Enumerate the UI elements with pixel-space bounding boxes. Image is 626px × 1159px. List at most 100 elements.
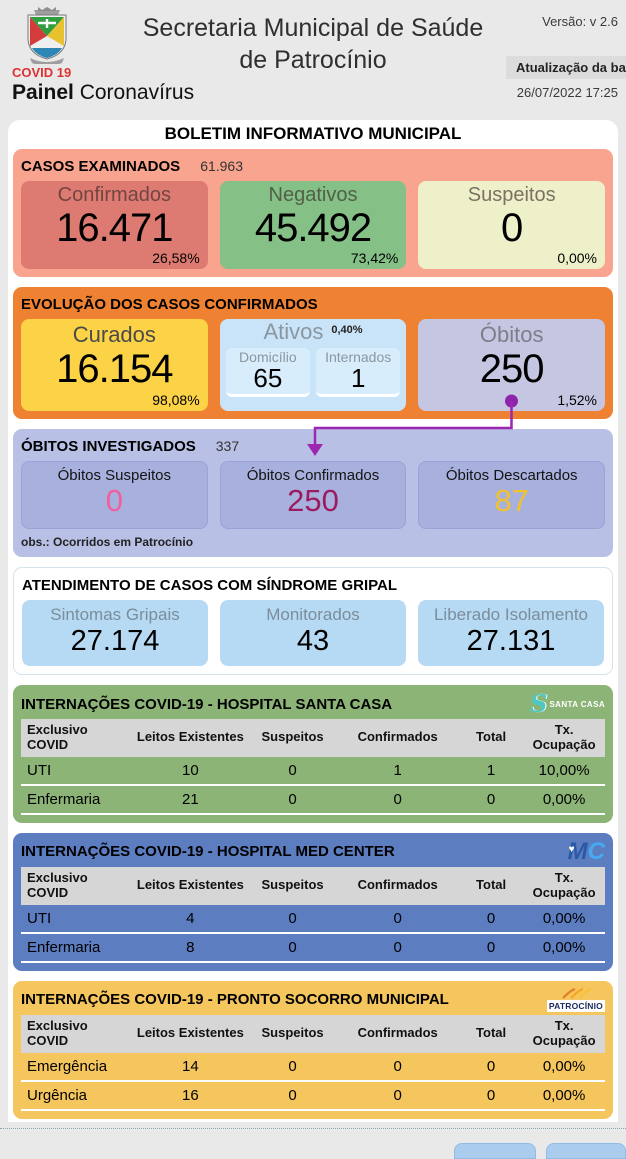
card-monitorados: Monitorados 43 [220,600,406,666]
logo-block: COVID 19 Painel Coronavírus [12,6,194,105]
card-ativos: Ativos 0,40% Domicílio 65 Internados 1 [219,319,407,411]
card-obitos-confirmados-value: 250 [287,483,339,518]
card-confirmados-value: 16.471 [56,206,173,250]
cell: 0 [288,761,297,779]
table-row: Enfermaria 21 0 0 0 0,00% [21,783,605,815]
col-leitos: Leitos Existentes [131,719,249,757]
main-panel: BOLETIM INFORMATIVO MUNICIPAL CASOS EXAM… [8,120,618,1122]
casos-total: 61.963 [200,158,244,174]
subcard-domicilio-label: Domicílio [239,349,297,365]
update-base-chip: Atualização da base [506,56,626,79]
card-obitos-descartados: Óbitos Descartados 87 [418,461,606,529]
card-negativos-pct: 73,42% [350,250,399,266]
table-row: Enfermaria 8 0 0 0 0,00% [21,931,605,963]
card-sintomas-label: Sintomas Gripais [50,605,180,624]
cell: 1 [393,761,402,779]
cell: 0 [248,931,337,963]
card-obitos-pct: 1,52% [557,392,598,408]
card-confirmados-label: Confirmados [57,184,172,206]
col-total: Total [458,1014,524,1053]
cell: 0 [288,1057,297,1075]
bottom-button-2[interactable] [546,1143,626,1159]
subcard-domicilio-value: 65 [253,363,283,393]
cell: 0,00% [542,909,586,927]
section-obitos-investigados: ÓBITOS INVESTIGADOS 337 Óbitos Suspeitos… [13,429,613,557]
col-tx-ocupacao: Tx. Ocupação [523,719,605,757]
col-confirmados: Confirmados [336,866,459,905]
cell: 8 [131,931,249,963]
app-header: COVID 19 Painel Coronavírus Secretaria M… [0,0,626,118]
card-curados-pct: 98,08% [152,392,200,408]
table-row: Urgência 16 0 0 0 0,00% [21,1079,605,1111]
col-suspeitos: Suspeitos [248,866,337,905]
santa-casa-logo-text: SANTA CASA [549,699,605,709]
cell: 0,00% [523,783,605,815]
col-exclusivo-covid: Exclusivo COVID [21,866,132,905]
cell: UTI [27,909,52,927]
pronto-socorro-title: INTERNAÇÕES COVID-19 - PRONTO SOCORRO MU… [21,991,449,1009]
card-monitorados-label: Monitorados [266,605,360,624]
cell: 4 [186,909,195,927]
cell: 16 [131,1079,249,1111]
col-confirmados: Confirmados [336,719,459,757]
panel-title-bold: Painel [12,81,74,104]
card-obitos-label: Óbitos [479,322,544,347]
casos-title: CASOS EXAMINADOS [21,157,181,175]
med-center-logo-icon: MC ♥ [568,837,605,865]
section-sindrome-gripal: ATENDIMENTO DE CASOS COM SÍNDROME GRIPAL… [13,567,613,675]
card-curados-label: Curados [72,322,156,347]
org-title-line1: Secretaria Municipal de Saúde [142,14,484,42]
col-tx-ocupacao: Tx. Ocupação [523,866,605,905]
card-sintomas-gripais: Sintomas Gripais 27.174 [22,600,208,666]
cell: Emergência [27,1057,108,1075]
section-hospital-med-center: INTERNAÇÕES COVID-19 - HOSPITAL MED CENT… [13,832,613,971]
header-right: Versão: v 2.6 Atualização da base 26/07/… [506,14,626,100]
col-confirmados: Confirmados [336,1014,459,1053]
cell: 0 [336,1079,459,1111]
col-leitos: Leitos Existentes [131,866,249,905]
cell: Enfermaria [21,931,132,963]
col-exclusivo-covid: Exclusivo COVID [21,1014,132,1053]
santa-casa-table: Exclusivo COVID Leitos Existentes Suspei… [21,719,605,815]
panel-title-rest: Coronavírus [73,81,195,104]
obitos-inv-note: obs.: Ocorridos em Patrocínio [21,535,194,549]
evolucao-title: EVOLUÇÃO DOS CASOS CONFIRMADOS [21,295,318,313]
cell: 0 [393,1057,402,1075]
obitos-inv-title: ÓBITOS INVESTIGADOS [21,437,196,455]
col-leitos: Leitos Existentes [131,1014,249,1053]
cell: 0,00% [542,1057,586,1075]
col-exclusivo-covid: Exclusivo COVID [21,719,132,757]
cell: 0 [486,909,496,927]
bottom-button-1[interactable] [454,1143,536,1159]
med-center-c-glyph: C [587,837,605,865]
card-curados: Curados 16.154 98,08% [21,319,208,411]
card-suspeitos-value: 0 [501,206,523,250]
cell: 0,00% [523,1079,605,1111]
cell: 0 [288,909,297,927]
cell: 0 [393,909,402,927]
santa-casa-title: INTERNAÇÕES COVID-19 - HOSPITAL SANTA CA… [21,695,393,713]
cell: UTI [27,761,52,779]
card-suspeitos-pct: 0,00% [557,250,598,266]
subcard-domicilio: Domicílio 65 [225,348,311,397]
cell: 0 [336,931,459,963]
cell: 14 [182,1057,199,1075]
santa-casa-s-glyph: S [530,689,548,718]
cell: 0 [248,1079,337,1111]
bulletin-title: BOLETIM INFORMATIVO MUNICIPAL [164,124,462,143]
cell: 10,00% [538,761,590,779]
cell: Urgência [21,1079,132,1111]
subcard-internados-label: Internados [325,349,392,365]
col-tx-ocupacao: Tx. Ocupação [523,1014,605,1053]
table-header-row: Exclusivo COVID Leitos Existentes Suspei… [21,866,605,905]
card-curados-value: 16.154 [56,347,173,391]
cell: 10 [182,761,199,779]
card-obitos-descartados-value: 87 [494,483,529,518]
cell: Enfermaria [21,783,132,815]
card-ativos-label: Ativos [263,319,324,344]
card-obitos-suspeitos: Óbitos Suspeitos 0 [21,461,208,529]
table-row: UTI 4 0 0 0 0,00% [21,905,605,933]
cell: 0 [458,931,524,963]
pronto-socorro-table: Exclusivo COVID Leitos Existentes Suspei… [21,1014,605,1111]
bottom-strip [0,1128,626,1159]
